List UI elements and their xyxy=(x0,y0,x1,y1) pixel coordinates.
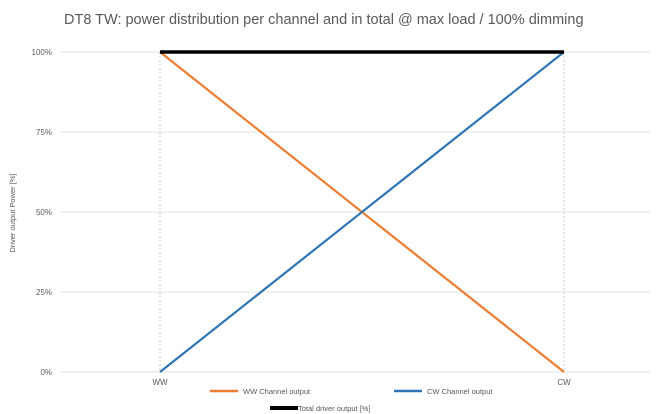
legend-label: Total driver output [%] xyxy=(298,404,371,413)
gridlines xyxy=(60,51,650,373)
legend-label: CW Channel output xyxy=(427,387,493,396)
x-tick-label: CW xyxy=(557,378,571,387)
y-tick-label: 75% xyxy=(36,128,52,137)
y-axis-ticks: 0% 25% 50% 75% 100% xyxy=(32,48,52,377)
chart-title: DT8 TW: power distribution per channel a… xyxy=(64,12,584,28)
y-tick-label: 25% xyxy=(36,288,52,297)
y-tick-label: 100% xyxy=(32,48,52,57)
y-tick-label: 50% xyxy=(36,208,52,217)
x-tick-label: WW xyxy=(152,378,168,387)
legend-label: WW Channel output xyxy=(243,387,311,396)
y-axis-label: Driver output Power [%] xyxy=(8,173,17,252)
series-lines xyxy=(159,50,565,373)
x-axis-ticks: WW CW xyxy=(152,378,571,387)
category-guides xyxy=(159,52,565,372)
series-line-2 xyxy=(159,51,565,373)
y-tick-label: 0% xyxy=(40,368,52,377)
legend: WW Channel output CW Channel output Total … xyxy=(210,387,493,413)
